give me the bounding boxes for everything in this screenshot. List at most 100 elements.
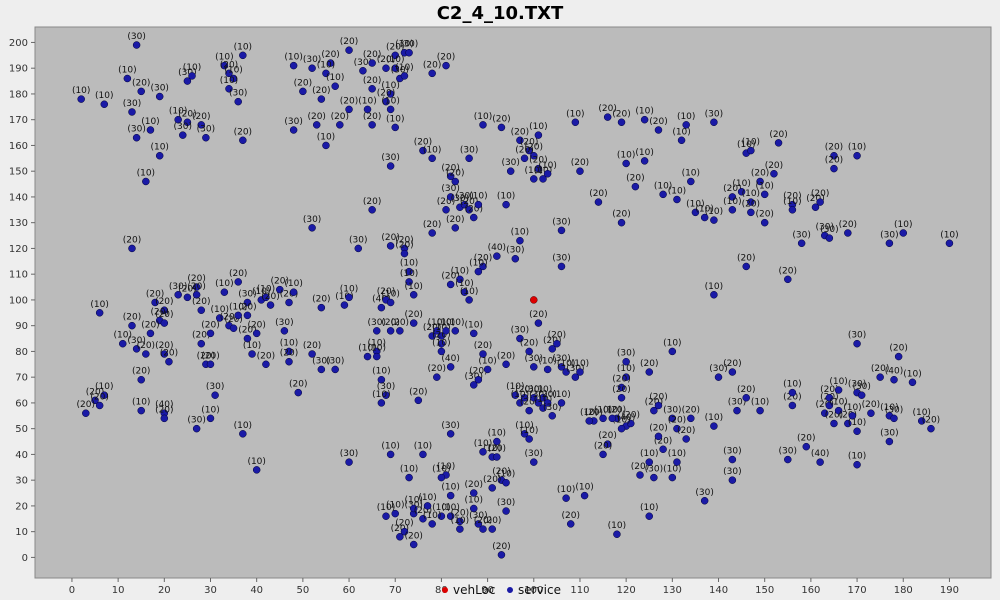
service-point-label: (20) <box>561 511 579 521</box>
y-tick-label: 190 <box>9 64 28 75</box>
service-point-label: (10) <box>368 338 386 348</box>
service-point <box>479 262 487 271</box>
service-point <box>788 206 797 214</box>
service-point <box>469 329 478 338</box>
service-point <box>474 200 483 209</box>
service-point-label: (20) <box>474 341 492 351</box>
service-point-label: (20) <box>594 441 612 451</box>
service-point-label: (30) <box>501 158 519 168</box>
service-point <box>174 291 182 299</box>
service-point-label: (10) <box>515 421 533 431</box>
service-point-label: (20) <box>474 516 492 526</box>
service-point-label: (30) <box>455 192 473 202</box>
service-point-label: (10) <box>635 107 653 117</box>
service-point <box>234 97 242 106</box>
service-point-label: (10) <box>465 320 483 330</box>
service-point <box>853 427 861 435</box>
service-point <box>248 350 256 358</box>
service-point-label: (10) <box>372 367 390 377</box>
service-point-label: (10) <box>483 444 501 454</box>
service-point-label: (10) <box>488 429 506 439</box>
service-point <box>603 113 612 121</box>
service-point-label: (10) <box>451 266 469 276</box>
service-point-label: (30) <box>663 405 681 415</box>
service-point <box>617 394 626 402</box>
service-point <box>437 512 446 520</box>
service-point <box>728 368 737 376</box>
service-point-label: (20) <box>839 220 857 230</box>
points-layer: (10)(10)(10)(20)(30)(30)(30)(10)(30)(10)… <box>72 32 959 559</box>
service-point-label: (10) <box>912 408 930 418</box>
service-point-label: (20) <box>132 367 150 377</box>
service-point-label: (20) <box>423 220 441 230</box>
service-point-label: (20) <box>404 310 422 320</box>
service-point-label: (20) <box>783 192 801 202</box>
service-point-label: (40) <box>372 295 390 305</box>
service-point-label: (20) <box>409 387 427 397</box>
service-point <box>747 146 755 155</box>
service-point <box>465 296 473 304</box>
service-point <box>95 309 104 317</box>
service-point <box>539 404 547 412</box>
service-point-label: (10) <box>511 390 529 400</box>
service-point <box>359 67 367 75</box>
service-point-label: (10) <box>169 107 187 117</box>
service-point-label: (20) <box>178 284 196 294</box>
service-point-label: (20) <box>294 78 312 88</box>
service-point-label: (10) <box>575 483 593 493</box>
service-point-label: (20) <box>492 114 510 124</box>
service-point <box>239 430 247 438</box>
service-point <box>516 136 524 145</box>
service-point-label: (20) <box>160 349 178 359</box>
service-point-label: (20) <box>525 143 543 153</box>
service-point-label: (20) <box>404 532 422 542</box>
service-point-label: (20) <box>377 287 395 297</box>
y-tick-label: 140 <box>9 192 28 203</box>
service-point <box>557 363 566 371</box>
service-point <box>557 226 566 235</box>
service-point-label: (20) <box>238 302 256 312</box>
service-point <box>77 95 85 103</box>
service-point <box>848 412 857 420</box>
service-point-label: (10) <box>243 341 261 351</box>
service-point-label: (30) <box>441 184 459 194</box>
service-point <box>442 61 450 70</box>
service-point-label: (10) <box>566 109 584 119</box>
x-tick-label: 50 <box>296 585 309 596</box>
service-point <box>576 368 584 376</box>
service-point-label: (10) <box>612 416 630 426</box>
service-point <box>631 182 640 191</box>
service-point-label: (10) <box>210 305 228 315</box>
service-point-label: (10) <box>326 73 344 83</box>
service-point-label: (30) <box>645 465 663 475</box>
service-point <box>834 386 843 394</box>
service-point <box>128 321 136 330</box>
service-point-label: (20) <box>779 266 797 276</box>
service-point-label: (20) <box>492 542 510 552</box>
x-tick-label: 170 <box>848 585 867 596</box>
service-point-label: (10) <box>432 323 450 333</box>
x-tick-label: 80 <box>435 585 448 596</box>
service-point-label: (10) <box>465 495 483 505</box>
service-point <box>557 262 566 271</box>
service-point-label: (10) <box>635 148 653 158</box>
service-point <box>428 154 436 163</box>
service-point-label: (20) <box>589 189 607 199</box>
service-point-label: (10) <box>441 483 459 493</box>
service-point-label: (20) <box>742 199 760 209</box>
service-point <box>497 123 506 132</box>
service-point <box>192 283 201 291</box>
service-point <box>511 391 520 399</box>
service-point-label: (10) <box>511 228 529 238</box>
service-point <box>215 314 224 322</box>
service-point-label: (20) <box>631 462 649 472</box>
service-point <box>774 139 783 147</box>
service-point-label: (10) <box>469 259 487 269</box>
service-point <box>594 198 603 206</box>
service-point-label: (40) <box>441 354 459 364</box>
service-point-label: (20) <box>598 431 616 441</box>
service-point-label: (20) <box>889 344 907 354</box>
service-point-label: (20) <box>460 197 478 207</box>
service-point <box>710 422 718 430</box>
service-point-label: (20) <box>312 295 330 305</box>
